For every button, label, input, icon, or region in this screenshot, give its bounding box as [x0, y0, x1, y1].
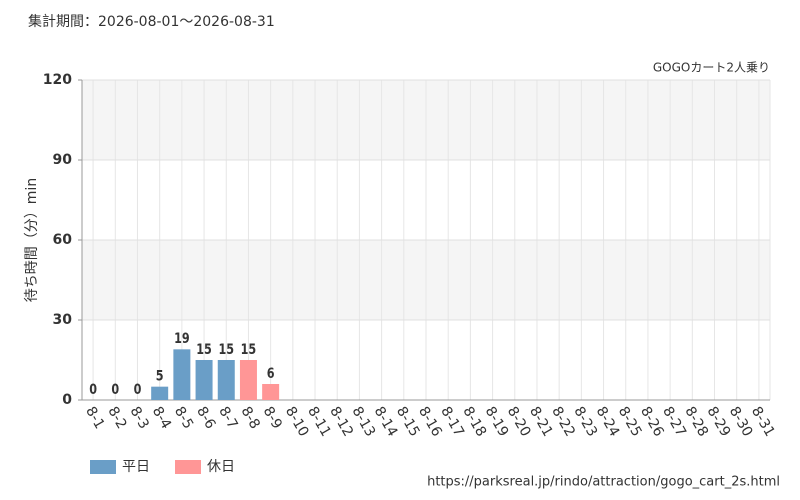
value-label: 19	[174, 330, 190, 347]
y-tick-label: 0	[62, 392, 72, 408]
value-label: 15	[196, 341, 212, 358]
x-tick-label: 8-8	[238, 404, 263, 432]
value-label: 0	[89, 381, 97, 398]
bar	[173, 349, 191, 400]
y-tick-label: 60	[53, 232, 73, 248]
legend-label: 休日	[207, 459, 235, 475]
value-label: 5	[156, 367, 164, 384]
value-label: 15	[241, 341, 257, 358]
legend-label: 平日	[122, 459, 150, 475]
x-tick-label: 8-7	[215, 404, 240, 432]
x-tick-label: 8-2	[104, 404, 129, 432]
bar	[239, 360, 257, 400]
y-axis-label: 待ち時間（分）min	[24, 178, 40, 302]
legend-swatch	[175, 460, 201, 474]
value-label: 0	[111, 381, 119, 398]
x-tick-label: 8-9	[260, 404, 285, 432]
value-label: 0	[134, 381, 142, 398]
x-tick-label: 8-31	[748, 404, 778, 440]
chart-title: 集計期間：2026-08-01～2026-08-31	[28, 13, 275, 30]
y-tick-label: 90	[53, 152, 73, 168]
y-tick-label: 30	[53, 312, 73, 328]
value-label: 15	[218, 341, 234, 358]
x-tick-label: 8-4	[149, 404, 174, 432]
bar	[195, 360, 213, 400]
legend-swatch	[90, 460, 116, 474]
x-tick-label: 8-3	[127, 404, 152, 432]
bar	[217, 360, 235, 400]
x-tick-label: 8-5	[171, 404, 196, 432]
bar	[262, 384, 280, 400]
x-tick-label: 8-6	[193, 404, 218, 432]
source-url: https://parksreal.jp/rindo/attraction/go…	[427, 475, 780, 490]
y-tick-label: 120	[43, 72, 72, 88]
x-tick-label: 8-1	[82, 404, 107, 432]
chart-subtitle: GOGOカート2人乗り	[653, 61, 770, 75]
bar	[151, 386, 169, 400]
value-label: 6	[267, 365, 275, 382]
